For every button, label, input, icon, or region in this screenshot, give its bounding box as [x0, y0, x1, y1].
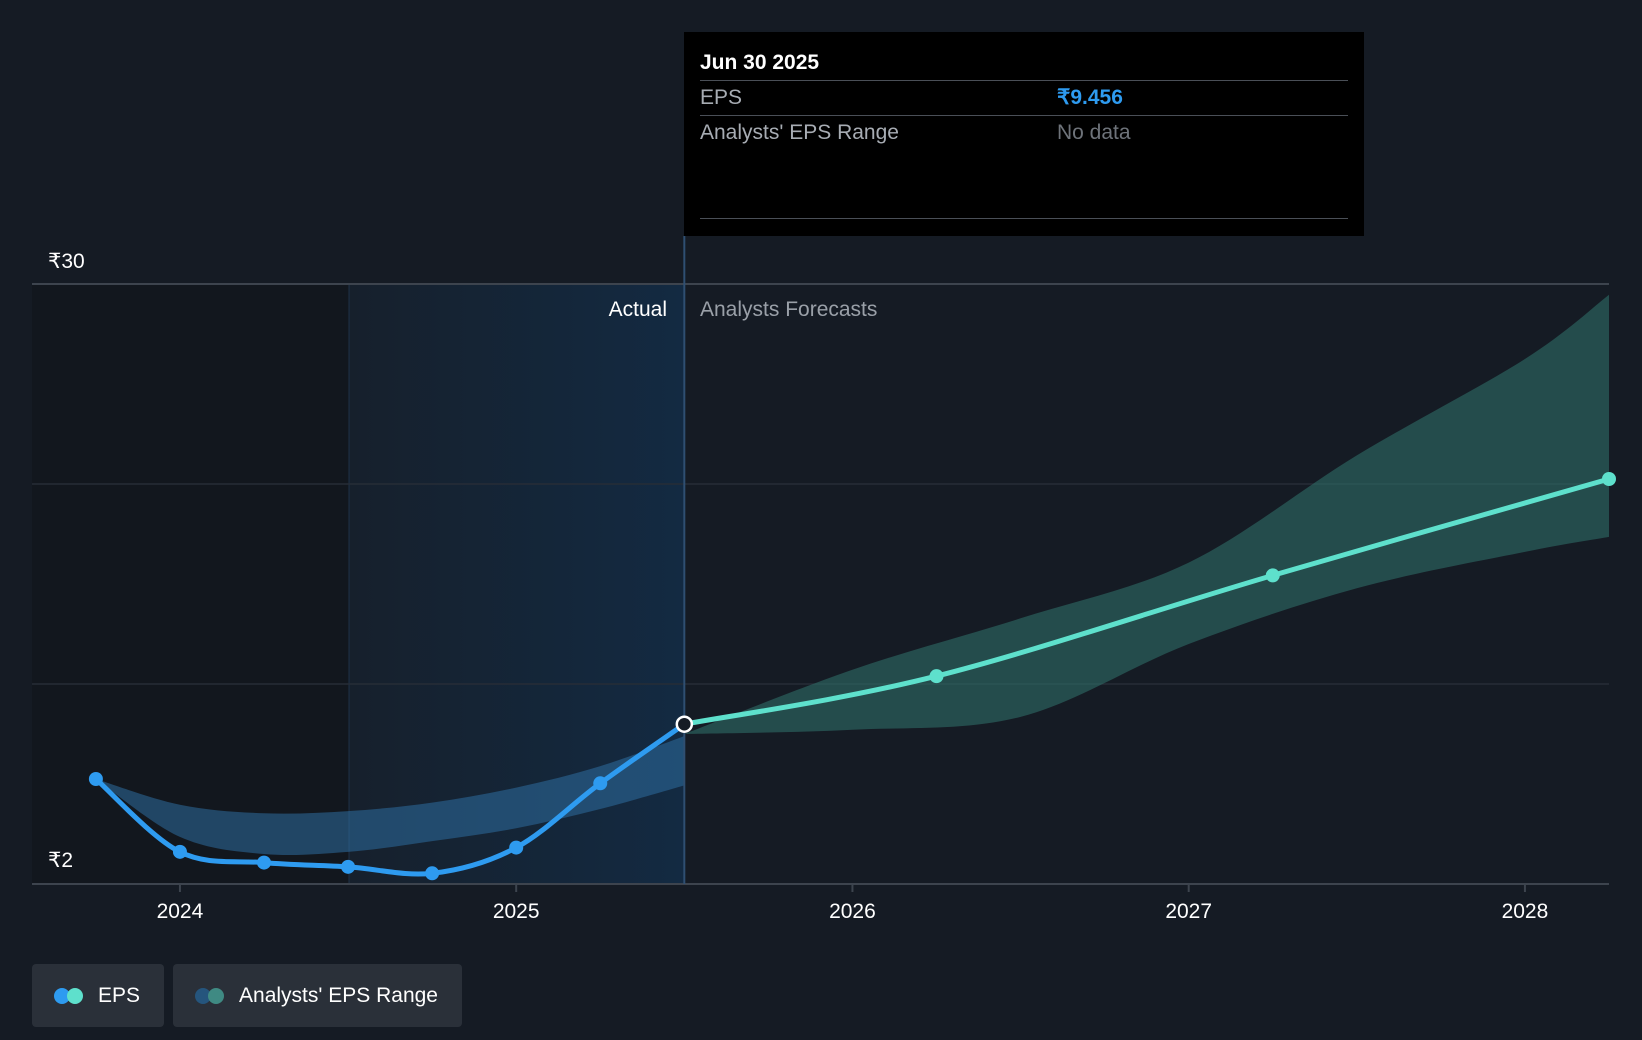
eps-point-actual	[88, 772, 103, 786]
range-area-forecast	[684, 294, 1609, 734]
eps-line-forecast	[681, 476, 1612, 727]
past-shade	[32, 284, 349, 884]
swatch-dot-b	[208, 987, 225, 1004]
eps-highlight-point	[675, 715, 694, 733]
x-tick-label: 2024	[157, 900, 204, 923]
eps-point-forecast	[1602, 472, 1616, 486]
legend: EPS Analysts' EPS Range	[32, 964, 462, 1027]
eps-point-actual	[341, 859, 356, 874]
tooltip-range-label: Analysts' EPS Range	[700, 121, 899, 144]
x-tick-label: 2027	[1165, 900, 1212, 923]
x-tick-label: 2026	[829, 900, 876, 923]
tooltip-row-eps: EPS ₹9.456	[700, 81, 1348, 116]
x-tick-label: 2028	[1502, 900, 1549, 923]
actual-region-label: Actual	[609, 298, 667, 321]
eps-point-actual	[509, 840, 524, 855]
eps-point-forecast	[1265, 568, 1280, 583]
eps-points	[88, 472, 1616, 881]
eps-point-actual	[172, 844, 187, 859]
tooltip-date: Jun 30 2025	[700, 46, 1348, 81]
range-swatch-icon	[195, 987, 225, 1004]
tooltip-range-value: No data	[1057, 121, 1131, 144]
legend-label-range: Analysts' EPS Range	[239, 983, 438, 1007]
swatch-dot-a	[54, 987, 70, 1004]
eps-swatch-icon	[54, 987, 84, 1004]
tooltip-eps-label: EPS	[700, 86, 743, 109]
range-area-actual	[95, 736, 685, 856]
legend-item-eps[interactable]: EPS	[32, 964, 165, 1027]
x-axis: 2024 2025 2026 2027 2028	[157, 884, 1549, 923]
legend-item-range[interactable]: Analysts' EPS Range	[173, 964, 462, 1027]
eps-point-actual	[257, 855, 272, 870]
tooltip-eps-value: ₹9.456	[1057, 86, 1123, 109]
tooltip-divider	[700, 218, 1348, 219]
range-areas	[95, 294, 1609, 856]
tooltip-row-range: Analysts' EPS Range No data	[700, 116, 1348, 150]
legend-label-eps: EPS	[98, 983, 141, 1007]
swatch-dot-a	[195, 987, 212, 1004]
eps-point-forecast	[929, 669, 944, 684]
y-min-label: ₹2	[48, 849, 73, 872]
y-max-label: ₹30	[48, 250, 85, 273]
tooltip: Jun 30 2025 EPS ₹9.456 Analysts' EPS Ran…	[684, 32, 1364, 236]
swatch-dot-b	[67, 987, 83, 1004]
forecast-region-label: Analysts Forecasts	[700, 298, 877, 321]
x-tick-label: 2025	[493, 900, 540, 923]
eps-point-actual	[593, 776, 608, 791]
eps-point-actual	[425, 866, 440, 881]
